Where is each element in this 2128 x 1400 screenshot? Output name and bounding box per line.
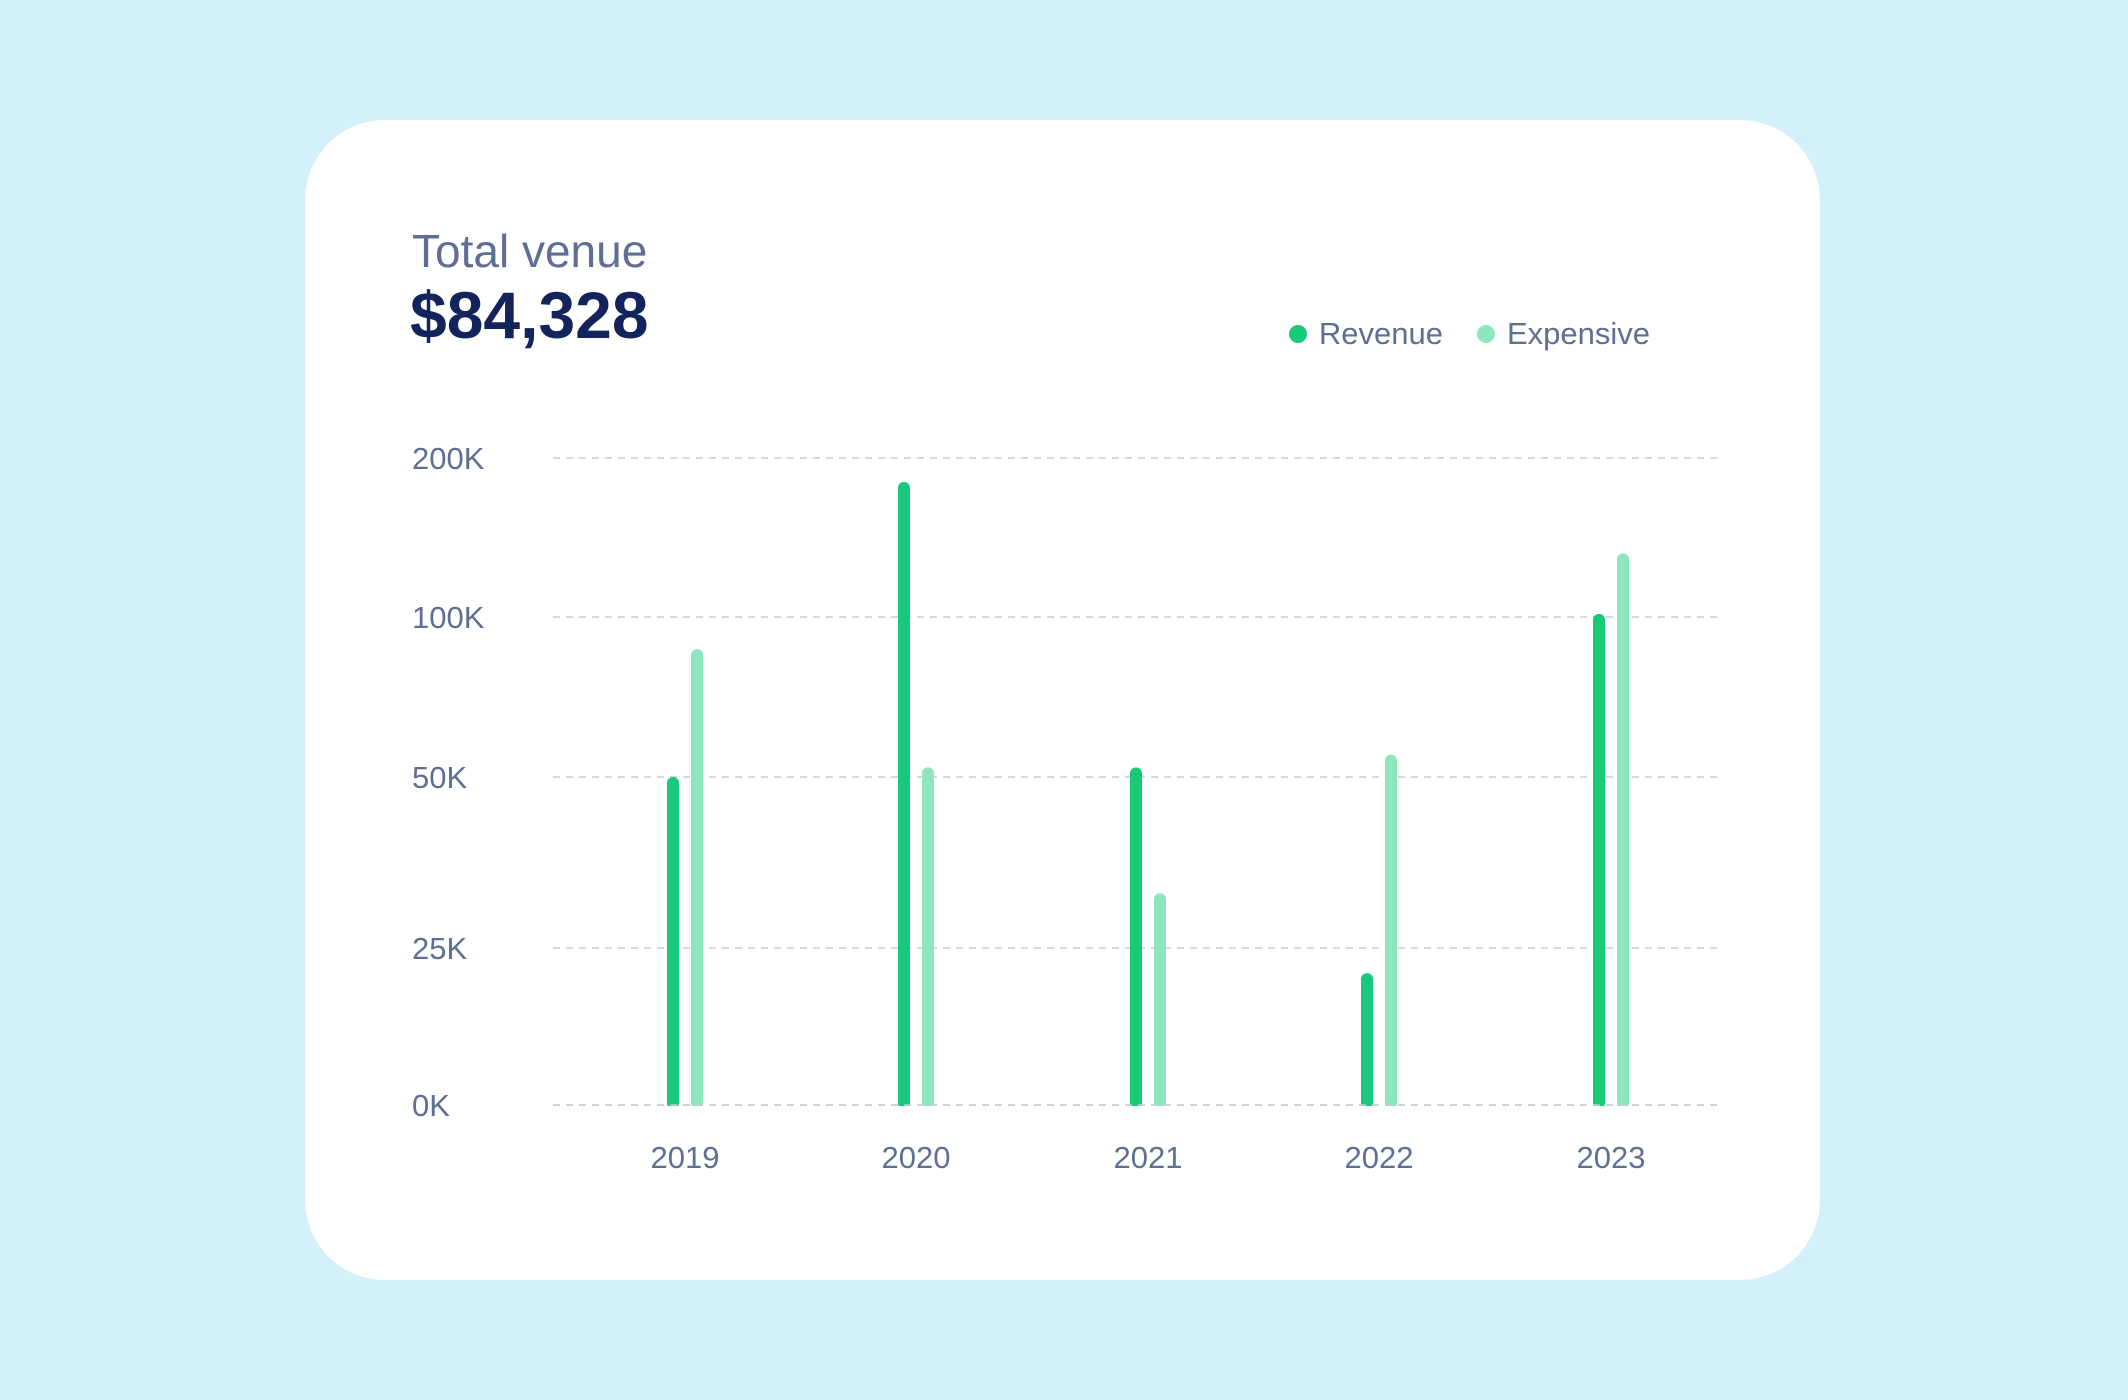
chart-card: Total venue $84,328 Revenue Expensive 0K… — [305, 120, 1820, 1280]
revenue-legend-dot — [1288, 325, 1307, 343]
legend-item-expensive[interactable]: Expensive — [1476, 316, 1650, 352]
y-tick-label: 200K — [412, 441, 485, 476]
y-tick-label: 0K — [412, 1088, 450, 1123]
y-tick-label: 25K — [412, 931, 467, 966]
total-value: $84,328 — [410, 278, 649, 352]
bar-chart: 0K 25K 50K 100K 200K 2019 2020 2021 2022 2023 — [412, 441, 1718, 1175]
y-tick-label: 50K — [412, 760, 467, 795]
bar-revenue-2019[interactable] — [667, 777, 679, 1109]
legend-label-revenue: Revenue — [1318, 316, 1443, 351]
bar-expensive-2023[interactable] — [1617, 553, 1629, 1109]
x-tick-label: 2019 — [651, 1140, 720, 1175]
y-tick-label: 100K — [412, 600, 485, 635]
x-tick-label: 2023 — [1577, 1140, 1646, 1175]
x-tick-label: 2020 — [882, 1140, 951, 1175]
expensive-legend-dot — [1476, 325, 1495, 343]
legend-label-expensive: Expensive — [1506, 316, 1650, 351]
bar-revenue-2023[interactable] — [1593, 613, 1605, 1109]
chart-subtitle: Total venue — [412, 225, 648, 277]
x-tick-label: 2022 — [1345, 1140, 1414, 1175]
x-tick-label: 2021 — [1114, 1140, 1183, 1175]
chart-legend: Revenue Expensive — [1288, 316, 1650, 352]
bar-expensive-2020[interactable] — [922, 767, 934, 1109]
legend-item-revenue[interactable]: Revenue — [1288, 316, 1443, 352]
bar-expensive-2019[interactable] — [691, 649, 703, 1109]
bar-revenue-2022[interactable] — [1361, 973, 1373, 1109]
bar-revenue-2021[interactable] — [1130, 767, 1142, 1109]
bar-expensive-2022[interactable] — [1385, 754, 1397, 1109]
bar-revenue-2020[interactable] — [898, 481, 910, 1110]
bar-expensive-2021[interactable] — [1154, 893, 1166, 1109]
baseline-mask — [553, 1106, 1718, 1114]
